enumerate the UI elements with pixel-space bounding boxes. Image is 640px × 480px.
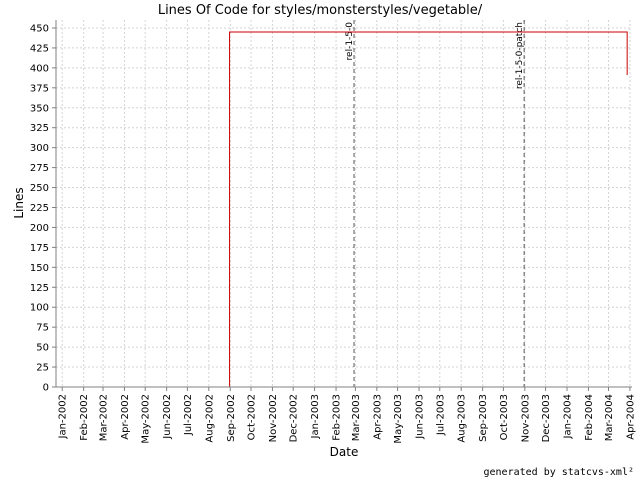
y-tick-label: 0 (43, 383, 49, 394)
y-axis-ticks: 0 25 50 75 100 125 150 175 200 225 250 275 300 325 350… (30, 23, 56, 394)
generator-footer: generated by statcvs-xml² (483, 467, 634, 478)
y-tick-label: 225 (30, 203, 49, 214)
y-tick-label: 425 (30, 43, 49, 54)
x-tick-label: Jan-2003 (310, 394, 321, 439)
y-tick-label: 350 (30, 103, 49, 114)
y-tick-label: 300 (30, 143, 49, 154)
x-tick-label: Aug-2002 (204, 394, 215, 443)
x-tick-label: Feb-2004 (584, 394, 595, 441)
y-tick-label: 125 (30, 283, 49, 294)
y-tick-label: 50 (36, 343, 49, 354)
y-tick-label: 75 (36, 323, 49, 334)
x-tick-label: Feb-2002 (79, 394, 90, 441)
release-marker-label: rel-1-5-0-patch (515, 22, 525, 89)
x-tick-label: Sep-2002 (226, 394, 237, 442)
x-tick-label: Jun-2003 (415, 394, 426, 440)
x-tick-label: Nov-2003 (520, 394, 531, 442)
y-tick-label: 375 (30, 83, 49, 94)
x-tick-label: Mar-2002 (99, 394, 110, 441)
release-markers: rel-1-5-0 rel-1-5-0-patch (345, 20, 525, 387)
x-tick-label: May-2003 (393, 394, 404, 444)
x-tick-label: Jul-2003 (435, 394, 446, 436)
x-tick-label: Oct-2002 (246, 394, 257, 440)
x-tick-label: Nov-2002 (268, 394, 279, 442)
x-tick-label: Jul-2002 (183, 394, 194, 436)
x-tick-label: Oct-2003 (499, 394, 510, 440)
x-tick-label: Sep-2003 (478, 394, 489, 442)
x-tick-label: Apr-2004 (625, 394, 636, 440)
grid-lines (56, 20, 632, 388)
x-tick-label: Apr-2002 (120, 394, 131, 440)
x-tick-label: Jan-2004 (563, 394, 574, 439)
x-axis-ticks: Jan-2002 Feb-2002 Mar-2002 Apr-2002 May-2002… (58, 387, 636, 444)
y-tick-label: 325 (30, 123, 49, 134)
x-tick-label: Dec-2002 (289, 394, 300, 442)
x-tick-label: Jan-2002 (58, 394, 69, 439)
x-axis-label: Date (330, 445, 359, 459)
x-tick-label: Dec-2003 (541, 394, 552, 442)
release-marker-label: rel-1-5-0 (345, 22, 355, 61)
y-tick-label: 175 (30, 243, 49, 254)
y-tick-label: 275 (30, 163, 49, 174)
y-tick-label: 100 (30, 303, 49, 314)
y-tick-label: 450 (30, 23, 49, 34)
y-tick-label: 250 (30, 183, 49, 194)
y-tick-label: 25 (36, 363, 49, 374)
y-axis-label: Lines (12, 187, 26, 218)
x-tick-label: Aug-2003 (457, 394, 468, 443)
chart-title: Lines Of Code for styles/monsterstyles/v… (158, 3, 483, 18)
x-tick-label: Mar-2003 (351, 394, 362, 441)
plot-area (56, 20, 632, 387)
x-tick-label: Jun-2002 (162, 394, 173, 440)
y-tick-label: 200 (30, 223, 49, 234)
y-tick-label: 150 (30, 263, 49, 274)
x-tick-label: May-2002 (141, 394, 152, 444)
y-tick-label: 400 (30, 63, 49, 74)
x-tick-label: Feb-2003 (332, 394, 343, 441)
x-tick-label: Mar-2004 (604, 394, 615, 441)
x-tick-label: Apr-2003 (372, 394, 383, 440)
